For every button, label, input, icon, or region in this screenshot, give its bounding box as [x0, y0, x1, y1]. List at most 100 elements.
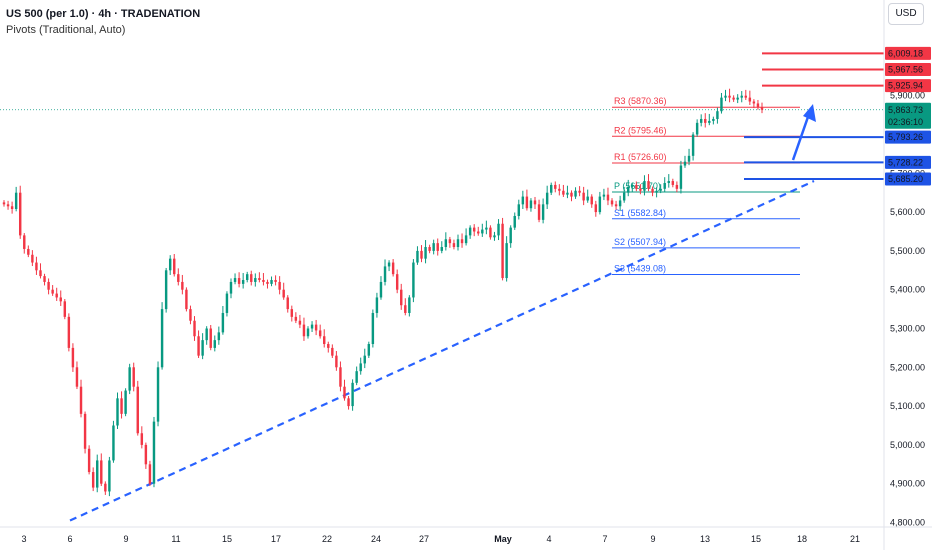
candle-body	[627, 186, 630, 193]
candle-body	[173, 258, 176, 275]
candle-body	[91, 472, 95, 488]
candle-body	[339, 367, 342, 387]
candle-body	[404, 305, 407, 313]
trendline-dashed[interactable]	[69, 180, 815, 522]
time-axis[interactable]: 3 6 9 11 15 17 22 24 27 May 4 7 9 13 15 18 21	[0, 526, 932, 544]
candle-body	[375, 297, 379, 313]
time-tick: 27	[419, 534, 429, 544]
candle-body	[748, 97, 752, 102]
up-arrow[interactable]	[791, 104, 816, 161]
candle-body	[79, 386, 83, 414]
candle-body	[655, 190, 658, 193]
resistance-price-badge-text: 6,009.18	[888, 48, 923, 58]
resistance-price-badge[interactable]	[885, 46, 931, 60]
candle-body	[614, 204, 618, 207]
candle-body	[51, 289, 54, 294]
candle-body	[258, 278, 261, 280]
candle-body	[489, 227, 492, 238]
time-tick: 11	[171, 534, 180, 544]
candle-body	[562, 190, 565, 195]
resistance-price-badge[interactable]	[885, 62, 931, 76]
candle-body	[241, 280, 245, 284]
price-axis[interactable]: 4,800.00 4,900.00 5,000.00 5,100.00 5,200.00…	[883, 0, 931, 550]
support-price-badge[interactable]	[885, 155, 931, 169]
candle-body	[699, 118, 703, 123]
candle-body	[566, 192, 569, 195]
candle-body	[359, 363, 362, 372]
candle-body	[610, 200, 614, 205]
key-levels[interactable]	[744, 52, 884, 181]
candle-body	[63, 301, 67, 317]
candle-body	[464, 235, 468, 244]
candle-body	[501, 223, 504, 279]
candle-body	[298, 320, 302, 325]
trendline[interactable]	[69, 180, 815, 522]
candle-body	[71, 347, 75, 368]
candle-body	[278, 281, 281, 290]
arrow-shaft[interactable]	[791, 113, 811, 161]
support-price-badge[interactable]	[885, 130, 931, 144]
price-tick: 5,400.00	[890, 285, 925, 295]
candle-body	[590, 196, 593, 205]
time-tick: 6	[67, 534, 72, 544]
time-tick: 13	[700, 534, 710, 544]
candle-body	[647, 181, 650, 189]
price-tick: 5,200.00	[890, 362, 925, 372]
arrow-head[interactable]	[803, 104, 816, 122]
candle-body	[521, 196, 525, 205]
candle-body	[412, 262, 415, 298]
candle-body	[639, 188, 642, 191]
candle-body	[379, 281, 383, 298]
candle-body	[505, 243, 508, 279]
countdown-text: 02:36:10	[888, 117, 923, 127]
candle-body	[144, 444, 148, 465]
candle-body	[116, 398, 119, 426]
candle-body	[306, 328, 310, 337]
resistance-price-badge[interactable]	[885, 79, 931, 93]
candle-body	[197, 336, 200, 356]
price-tick: 5,000.00	[890, 440, 925, 450]
candle-body	[221, 312, 225, 333]
candle-body	[416, 250, 419, 263]
candle-body	[472, 227, 476, 232]
candle-body	[351, 382, 354, 407]
last-price-text: 5,863.73	[888, 105, 923, 115]
candle-body	[602, 194, 606, 197]
candle-body	[732, 97, 735, 100]
candle-body	[448, 239, 452, 244]
candle-body	[39, 270, 42, 277]
candle-body	[371, 312, 375, 345]
candle-body	[363, 355, 366, 364]
candle-body	[43, 276, 46, 282]
support-price-badge-text: 5,793.26	[888, 132, 923, 142]
symbol-legend[interactable]: US 500 (per 1.0) · 4h · TRADENATION	[6, 8, 201, 20]
candle-body	[517, 204, 521, 216]
support-price-badge[interactable]	[885, 172, 931, 186]
candle-body	[229, 281, 233, 294]
candle-body	[75, 367, 79, 387]
candle-body	[558, 188, 561, 191]
candle-body	[533, 200, 537, 205]
candle-body	[6, 204, 10, 207]
time-tick: 15	[751, 534, 761, 544]
time-tick: 17	[271, 534, 281, 544]
candle-body	[225, 293, 229, 313]
currency-button[interactable]: USD	[888, 3, 924, 25]
candle-body	[270, 280, 273, 284]
candle-body	[181, 281, 184, 290]
candle-body	[760, 107, 764, 110]
indicator-legend[interactable]: Pivots (Traditional, Auto)	[6, 24, 126, 36]
candle-body	[286, 297, 289, 310]
last-price-badge[interactable]	[885, 102, 931, 129]
candle-body	[266, 281, 269, 284]
candle-body	[728, 95, 731, 98]
candle-body	[168, 258, 172, 271]
candle-body	[740, 95, 743, 98]
candle-body	[67, 316, 71, 348]
candle-body	[31, 254, 34, 263]
candle-body	[140, 433, 144, 445]
candle-body	[537, 204, 541, 220]
candle-body	[177, 274, 180, 282]
candle-body	[355, 371, 358, 383]
